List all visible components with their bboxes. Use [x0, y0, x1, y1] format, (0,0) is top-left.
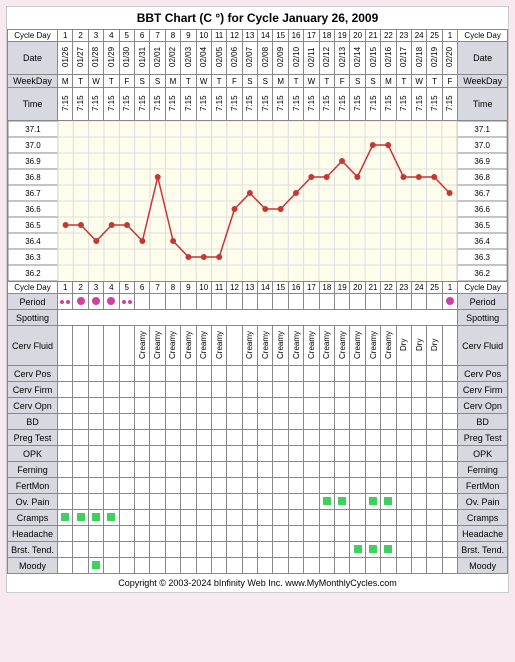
ferning-row: FerningFerning [8, 462, 508, 478]
cramps-row: Cramps Cramps [8, 510, 508, 526]
symptom-marker-icon [61, 513, 69, 521]
preg-test-row: Preg TestPreg Test [8, 430, 508, 446]
headache-row: HeadacheHeadache [8, 526, 508, 542]
svg-text:37.0: 37.0 [474, 141, 490, 150]
svg-text:36.5: 36.5 [474, 221, 490, 230]
svg-text:36.2: 36.2 [474, 269, 490, 278]
svg-text:36.3: 36.3 [474, 253, 490, 262]
svg-text:36.3: 36.3 [25, 253, 41, 262]
moody-row: Moody Moody [8, 558, 508, 574]
period-row: Period Period [8, 294, 508, 310]
symptom-marker-icon [107, 513, 115, 521]
svg-text:37.0: 37.0 [25, 141, 41, 150]
svg-text:36.7: 36.7 [474, 189, 490, 198]
svg-text:36.8: 36.8 [25, 173, 41, 182]
cerv-fluid-row: Cerv Fluid CreamyCreamyCreamyCreamyCream… [8, 326, 508, 366]
svg-text:36.5: 36.5 [25, 221, 41, 230]
svg-text:36.9: 36.9 [474, 157, 490, 166]
symptom-marker-icon [92, 561, 100, 569]
chart-title: BBT Chart (C °) for Cycle January 26, 20… [7, 7, 508, 29]
cycle-day-row: Cycle Day 123456789101112131415161718192… [8, 30, 508, 42]
cycle-day-label-right: Cycle Day [458, 30, 508, 42]
symptom-marker-icon [354, 545, 362, 553]
period-dot-icon [92, 297, 100, 305]
svg-text:36.7: 36.7 [25, 189, 41, 198]
period-dot-icon [446, 297, 454, 305]
svg-text:36.4: 36.4 [474, 237, 490, 246]
svg-text:36.4: 36.4 [25, 237, 41, 246]
symptom-marker-icon [369, 497, 377, 505]
opk-row: OPKOPK [8, 446, 508, 462]
svg-text:36.8: 36.8 [474, 173, 490, 182]
svg-text:37.1: 37.1 [474, 125, 490, 134]
cycle-day-label-left: Cycle Day [8, 30, 58, 42]
symptom-marker-icon [323, 497, 331, 505]
cerv-firm-row: Cerv FirmCerv Firm [8, 382, 508, 398]
period-dot-icon [77, 297, 85, 305]
temp-chart-row: 37.1 37.1 37.0 37.0 36.9 36.9 36.8 36.8 36.7 36.7… [8, 121, 508, 282]
cerv-opn-row: Cerv OpnCerv Opn [8, 398, 508, 414]
period-spot-icon [60, 300, 64, 304]
date-row: Date 01/2601/2701/2801/2901/3001/3102/01… [8, 42, 508, 75]
ov-pain-row: Ov. Pain Ov. Pain [8, 494, 508, 510]
svg-text:36.6: 36.6 [25, 205, 41, 214]
time-row: Time 7:157:157:157:157:157:157:157:157:1… [8, 88, 508, 121]
svg-text:36.6: 36.6 [474, 205, 490, 214]
fertmon-row: FertMonFertMon [8, 478, 508, 494]
symptom-marker-icon [92, 513, 100, 521]
svg-text:36.9: 36.9 [25, 157, 41, 166]
spotting-row: Spotting Spotting [8, 310, 508, 326]
symptom-marker-icon [384, 545, 392, 553]
period-spot-icon [122, 300, 126, 304]
weekday-row: WeekDay MTWTFSSMTWTFSSMTWTFSSMTWTF WeekD… [8, 75, 508, 88]
temp-line-chart: 37.1 37.1 37.0 37.0 36.9 36.9 36.8 36.8 36.7 36.7… [8, 121, 507, 281]
footer-text: Copyright © 2003-2024 bInfinity Web Inc.… [7, 574, 508, 592]
bbt-chart: BBT Chart (C °) for Cycle January 26, 20… [6, 6, 509, 593]
bd-row: BDBD [8, 414, 508, 430]
brst-tend-row: Brst. Tend. Brst. Tend. [8, 542, 508, 558]
svg-text:36.2: 36.2 [25, 269, 41, 278]
cerv-pos-row: Cerv PosCerv Pos [8, 366, 508, 382]
svg-text:37.1: 37.1 [25, 125, 41, 134]
symptom-marker-icon [369, 545, 377, 553]
chart-table: Cycle Day 123456789101112131415161718192… [7, 29, 508, 574]
symptom-marker-icon [338, 497, 346, 505]
period-dot-icon [107, 297, 115, 305]
symptom-marker-icon [384, 497, 392, 505]
cycle-day-row-2: Cycle Day 123456789101112131415161718192… [8, 282, 508, 294]
symptom-marker-icon [77, 513, 85, 521]
